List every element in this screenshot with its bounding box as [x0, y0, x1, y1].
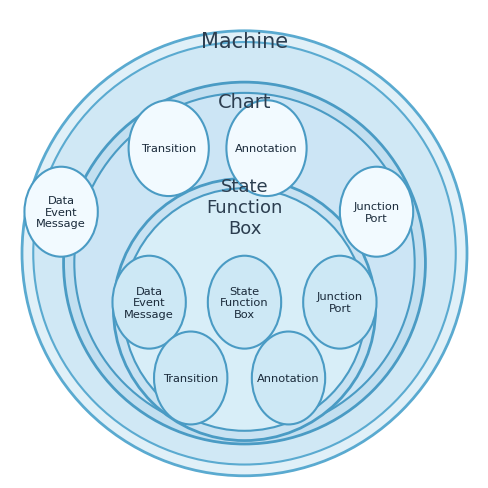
- Ellipse shape: [207, 256, 281, 349]
- Ellipse shape: [74, 94, 414, 433]
- Ellipse shape: [339, 167, 412, 257]
- Ellipse shape: [112, 256, 185, 349]
- Text: Transition: Transition: [163, 373, 218, 383]
- Text: Junction
Port: Junction Port: [353, 202, 399, 223]
- Text: State
Function
Box: State Function Box: [220, 286, 268, 319]
- Ellipse shape: [128, 101, 208, 197]
- Ellipse shape: [226, 101, 306, 197]
- Ellipse shape: [303, 256, 376, 349]
- Text: Data
Event
Message: Data Event Message: [36, 196, 86, 229]
- Ellipse shape: [33, 43, 455, 465]
- Text: Chart: Chart: [217, 93, 271, 112]
- Text: Data
Event
Message: Data Event Message: [124, 286, 174, 319]
- Text: Annotation: Annotation: [235, 144, 297, 154]
- Ellipse shape: [154, 332, 227, 425]
- Ellipse shape: [123, 189, 365, 431]
- Ellipse shape: [22, 32, 466, 476]
- Text: Transition: Transition: [141, 144, 196, 154]
- Text: Junction
Port: Junction Port: [316, 292, 362, 313]
- Ellipse shape: [63, 83, 425, 444]
- Text: State
Function
Box: State Function Box: [206, 178, 282, 237]
- Ellipse shape: [113, 179, 375, 441]
- Text: Annotation: Annotation: [257, 373, 319, 383]
- Text: Machine: Machine: [201, 32, 287, 51]
- Ellipse shape: [24, 167, 98, 257]
- Ellipse shape: [251, 332, 325, 425]
